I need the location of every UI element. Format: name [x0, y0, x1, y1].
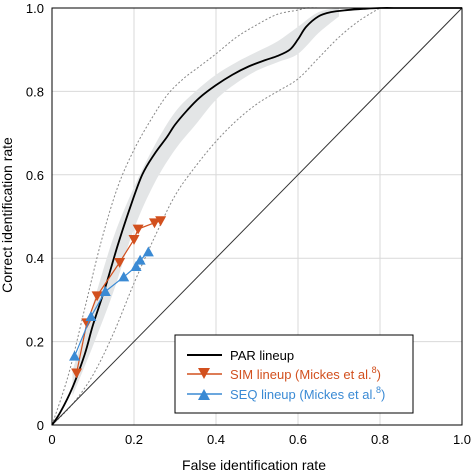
legend-sim-label-main: SIM lineup (Mickes et al.	[230, 367, 372, 382]
confidence-band-layer	[72, 8, 339, 396]
legend-par-label: PAR lineup	[230, 348, 294, 363]
legend-sim-label: SIM lineup (Mickes et al.8)	[230, 365, 381, 382]
seq-marker-point-0	[69, 350, 81, 361]
confidence-band	[72, 8, 339, 396]
seq-marker-point-1	[85, 311, 97, 321]
seq-marker-point-5	[134, 254, 146, 265]
legend-seq-marker	[198, 389, 210, 400]
markers-layer	[69, 216, 167, 379]
x-tick-label-1: 0.2	[125, 432, 143, 447]
x-tick-label-0: 0	[48, 432, 55, 447]
y-tick-label-4: 0.8	[26, 84, 44, 99]
dotted-bounds-layer	[51, 7, 381, 426]
y-tick-label-0: 0	[37, 418, 44, 433]
y-axis-label: Correct identification rate	[0, 137, 15, 293]
chance-line-layer	[51, 7, 463, 426]
x-tick-label-3: 0.6	[289, 432, 307, 447]
x-tick-label-2: 0.4	[207, 432, 225, 447]
sim-marker-point-4	[128, 235, 140, 245]
legend-sim-marker	[198, 368, 210, 379]
y-tick-label-1: 0.2	[26, 335, 44, 350]
seq-marker-point-2	[99, 286, 111, 296]
sim-marker-point-3	[114, 257, 126, 268]
plot-frame	[51, 7, 463, 426]
legend-sim-label-end: )	[377, 367, 381, 382]
legend-seq-label: SEQ lineup (Mickes et al.8)	[230, 385, 385, 402]
tick-labels: 0 0.2 0.4 0.6 0.8 1.0 0 0.2 0.4 0.6 0.8 1.0	[26, 1, 471, 447]
y-tick-label-5: 1.0	[26, 1, 44, 16]
y-tick-label-2: 0.4	[26, 251, 44, 266]
dotted-bound-lower	[51, 7, 381, 426]
x-axis-label: False identification rate	[182, 457, 326, 473]
seq-marker-point-6	[142, 246, 154, 257]
legend-seq-label-end: )	[381, 387, 385, 402]
sim-marker-point-5	[132, 224, 144, 235]
dotted-bound-upper	[51, 7, 319, 426]
legend-seq-sup: 8	[376, 385, 381, 395]
legend: PAR lineup SIM lineup (Mickes et al.8) S…	[174, 334, 414, 414]
x-tick-label-5: 1.0	[453, 432, 471, 447]
sim-marker-point-6	[149, 218, 160, 229]
seq-marker-point-3	[118, 271, 130, 282]
legend-sim-sup: 8	[372, 365, 377, 375]
legend-seq-label-main: SEQ lineup (Mickes et al.	[230, 387, 376, 402]
x-tick-label-4: 0.8	[371, 432, 389, 447]
chance-line	[51, 7, 463, 426]
sim-marker-point-2	[91, 291, 103, 302]
seq-marker-point-4	[130, 261, 142, 271]
sim-marker-point-7	[155, 216, 167, 227]
sim-marker-point-0	[71, 368, 83, 379]
y-tick-label-3: 0.6	[26, 168, 44, 183]
